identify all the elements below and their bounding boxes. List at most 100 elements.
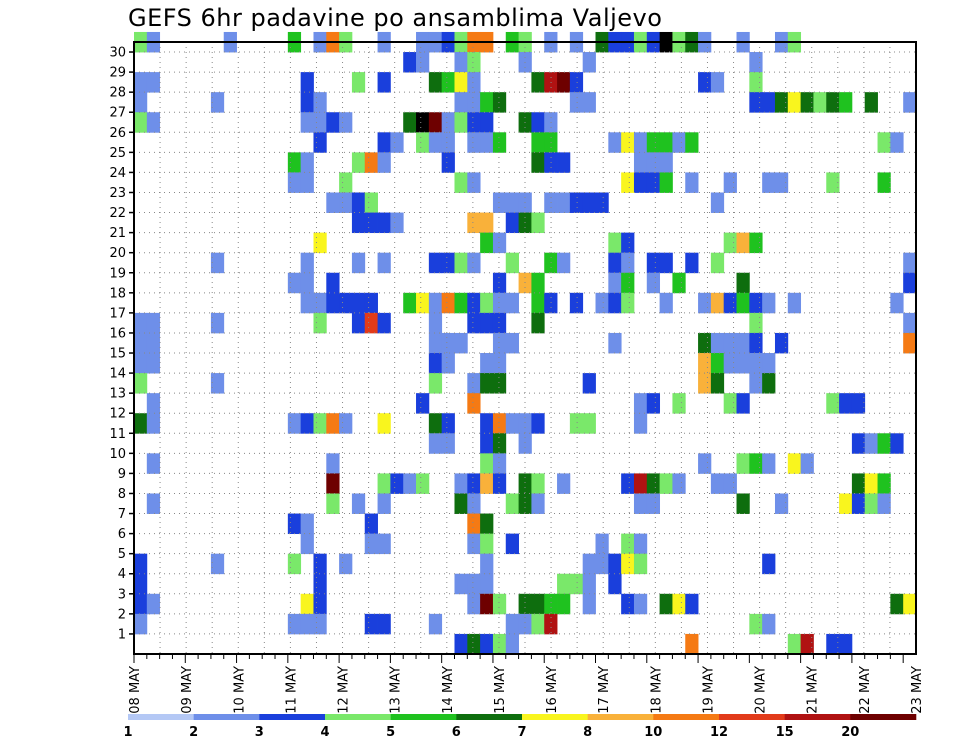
heatmap-cell xyxy=(454,493,468,514)
heatmap-cell xyxy=(300,513,314,535)
heatmap-cell xyxy=(685,172,699,193)
heatmap-cell xyxy=(762,92,776,113)
heatmap-cell xyxy=(428,353,443,374)
heatmap-cell xyxy=(416,393,430,414)
heatmap-cell xyxy=(313,593,327,615)
heatmap-cell xyxy=(351,192,366,213)
heatmap-cell xyxy=(467,112,481,133)
heatmap-cell xyxy=(300,152,314,173)
colorbar-label: 4 xyxy=(320,725,329,740)
colorbar-swatch xyxy=(653,714,720,720)
heatmap-cell xyxy=(698,292,712,314)
heatmap-cell xyxy=(467,493,481,514)
colorbar-swatch xyxy=(522,714,588,720)
heatmap-cell xyxy=(544,613,558,635)
colorbar-label: 10 xyxy=(644,725,662,740)
heatmap-cell xyxy=(736,332,750,354)
heatmap-cell xyxy=(134,613,148,635)
heatmap-cell xyxy=(313,112,327,133)
heatmap-cell xyxy=(633,393,648,414)
heatmap-cell xyxy=(659,132,673,153)
heatmap-cell xyxy=(518,493,532,514)
heatmap-cell xyxy=(800,92,814,113)
heatmap-cell xyxy=(659,593,673,615)
heatmap-cell xyxy=(659,152,673,173)
heatmap-cell xyxy=(467,473,481,494)
y-tick-label: 20 xyxy=(109,246,126,261)
heatmap-cell xyxy=(531,152,545,173)
heatmap-cell xyxy=(505,613,519,635)
heatmap-cell xyxy=(890,132,904,153)
heatmap-cell xyxy=(210,92,225,113)
heatmap-cell xyxy=(839,92,853,113)
heatmap-cell xyxy=(313,553,327,575)
heatmap-cell xyxy=(762,292,776,314)
heatmap-cell xyxy=(454,252,468,274)
heatmap-cell xyxy=(287,553,302,575)
heatmap-cell xyxy=(377,613,391,635)
heatmap-cell xyxy=(441,292,455,314)
heatmap-cell xyxy=(351,212,366,234)
heatmap-cell xyxy=(441,332,455,354)
heatmap-cell xyxy=(877,172,891,193)
heatmap-cell xyxy=(505,533,519,555)
y-tick-label: 16 xyxy=(109,326,126,341)
heatmap-cell xyxy=(749,453,763,474)
heatmap-cell xyxy=(890,433,904,454)
heatmap-cell xyxy=(839,393,853,414)
heatmap-cell xyxy=(839,633,853,655)
heatmap-cell xyxy=(608,232,622,254)
heatmap-cell xyxy=(608,292,622,314)
heatmap-cell xyxy=(582,413,596,434)
heatmap-cell xyxy=(416,112,430,133)
y-tick-label: 15 xyxy=(109,347,126,362)
heatmap-cell xyxy=(774,172,789,193)
heatmap-cell xyxy=(134,593,148,615)
heatmap-cell xyxy=(621,593,635,615)
heatmap-cell xyxy=(557,593,571,615)
heatmap-cell xyxy=(749,332,763,354)
heatmap-cell xyxy=(890,593,904,615)
heatmap-cell xyxy=(762,613,776,635)
heatmap-cell xyxy=(621,172,635,193)
heatmap-cell xyxy=(351,312,366,334)
heatmap-cell xyxy=(569,72,584,93)
heatmap-cell xyxy=(492,353,507,374)
heatmap-cell xyxy=(633,152,648,173)
heatmap-cell xyxy=(428,292,443,314)
grid-lines xyxy=(134,42,916,654)
heatmap-cell xyxy=(467,72,481,93)
heatmap-cell xyxy=(467,52,481,73)
heatmap-cell xyxy=(723,292,737,314)
heatmap-cell xyxy=(646,393,661,414)
heatmap-cell xyxy=(403,52,417,73)
heatmap-cell xyxy=(300,613,314,635)
y-tick-label: 30 xyxy=(109,46,126,61)
x-date-label: 20 MAY xyxy=(754,666,769,714)
heatmap-cell xyxy=(774,332,789,354)
heatmap-cell xyxy=(646,172,661,193)
heatmap-cell xyxy=(428,72,443,93)
heatmap-cell xyxy=(351,152,366,173)
heatmap-cell xyxy=(749,312,763,334)
y-tick-label: 8 xyxy=(118,487,126,502)
heatmap-cell xyxy=(864,92,878,113)
heatmap-cell xyxy=(557,473,571,494)
y-tick-label: 19 xyxy=(109,266,126,281)
heatmap-cell xyxy=(364,613,378,635)
heatmap-cell xyxy=(480,433,494,454)
heatmap-cell xyxy=(480,413,494,434)
heatmap-cell xyxy=(416,473,430,494)
heatmap-cell xyxy=(492,312,507,334)
heatmap-cell xyxy=(300,292,314,314)
x-date-label: 16 MAY xyxy=(545,666,560,714)
heatmap-cell xyxy=(287,152,302,173)
heatmap-cell xyxy=(531,112,545,133)
heatmap-cell xyxy=(518,433,532,454)
heatmap-cell xyxy=(787,453,802,474)
heatmap-cell xyxy=(903,312,917,334)
heatmap-cell xyxy=(454,332,468,354)
heatmap-cell xyxy=(646,493,661,514)
heatmap-cell xyxy=(633,553,648,575)
heatmap-cell xyxy=(723,332,737,354)
